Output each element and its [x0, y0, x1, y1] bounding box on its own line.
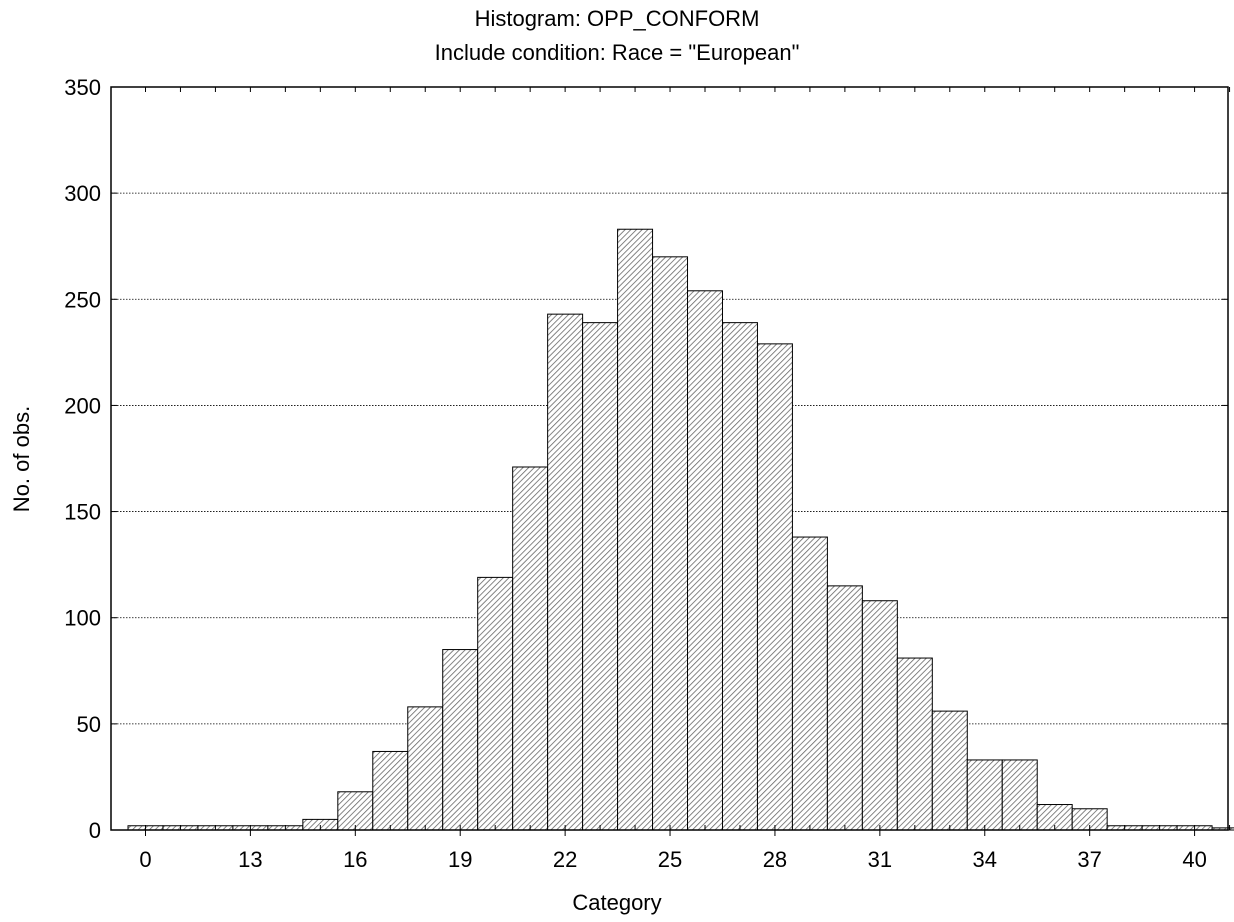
y-tick-label: 350 — [64, 75, 101, 100]
x-tick-label: 16 — [343, 847, 367, 872]
y-tick-label: 150 — [64, 500, 101, 525]
histogram-bar — [687, 290, 723, 831]
histogram-bar — [966, 759, 1003, 831]
histogram-bar — [652, 256, 689, 831]
histogram-bar — [407, 706, 444, 831]
histogram-bar — [1001, 759, 1038, 831]
histogram-bar — [896, 657, 933, 831]
x-tick-label: 31 — [868, 847, 892, 872]
x-tick-label: 25 — [658, 847, 682, 872]
x-tick-label: 40 — [1182, 847, 1206, 872]
y-tick-label: 200 — [64, 393, 101, 418]
chart-title: Histogram: OPP_CONFORM — [474, 6, 760, 31]
histogram-bar — [547, 313, 584, 831]
chart-subtitle: Include condition: Race = "European" — [434, 40, 800, 65]
x-axis-label: Category — [572, 890, 662, 915]
x-tick-label: 13 — [238, 847, 262, 872]
histogram-bar — [756, 343, 793, 831]
x-tick-label: 34 — [973, 847, 997, 872]
histogram-bar — [861, 600, 898, 831]
x-tick-label: 28 — [763, 847, 787, 872]
histogram-bar — [512, 466, 549, 831]
y-axis-label: No. of obs. — [9, 405, 34, 513]
y-tick-label: 250 — [64, 287, 101, 312]
x-tick-label: 19 — [448, 847, 472, 872]
histogram-bar — [582, 322, 619, 831]
histogram-bar — [337, 791, 374, 831]
x-tick-label: 0 — [139, 847, 151, 872]
histogram-bar — [477, 576, 514, 831]
histogram-bar — [721, 322, 758, 831]
histogram-bar — [372, 750, 409, 831]
x-tick-label: 22 — [553, 847, 577, 872]
histogram-bar — [442, 649, 479, 831]
y-tick-label: 0 — [89, 818, 101, 843]
histogram-bar — [791, 536, 828, 831]
x-tick-label: 37 — [1077, 847, 1101, 872]
histogram-bar — [617, 228, 654, 831]
y-tick-label: 300 — [64, 181, 101, 206]
plot-frame — [110, 86, 1229, 831]
histogram-bar — [826, 585, 863, 831]
histogram-bar — [931, 710, 968, 831]
y-tick-label: 100 — [64, 606, 101, 631]
y-tick-label: 50 — [77, 712, 101, 737]
